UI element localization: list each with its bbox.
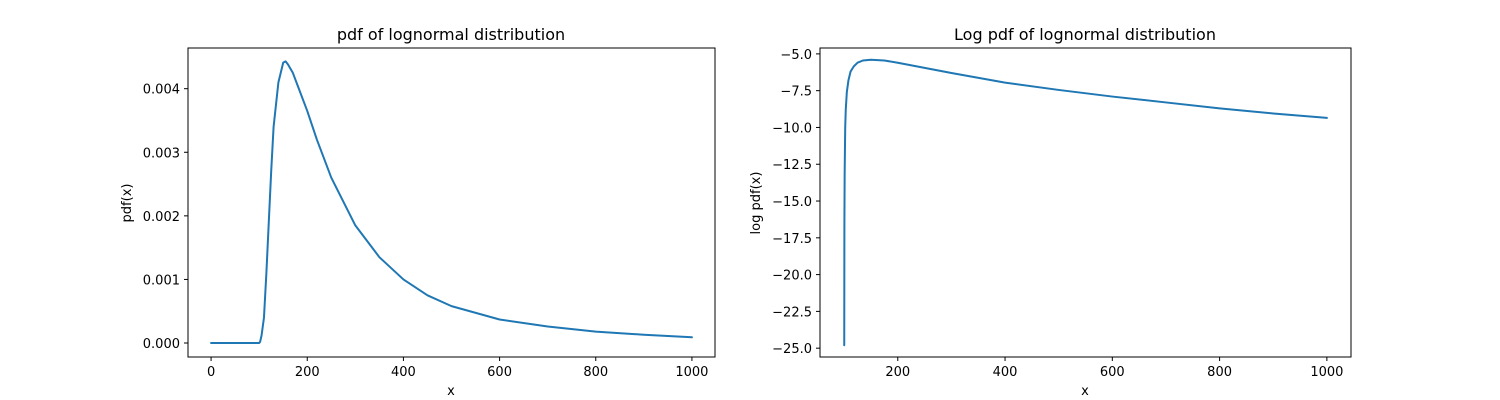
x-axis-label: x	[447, 384, 455, 399]
y-tick-label: −7.5	[780, 85, 812, 100]
y-tick-label: −12.5	[772, 158, 812, 173]
y-tick-label: 0.001	[143, 273, 180, 288]
y-tick-label: −22.5	[772, 305, 812, 320]
chart-title: pdf of lognormal distribution	[337, 25, 565, 44]
plot-frame	[187, 47, 716, 358]
y-tick-label: −10.0	[772, 121, 812, 136]
pdf-chart-panel: pdf of lognormal distribution x pdf(x) 0…	[120, 25, 716, 399]
x-tick-label: 200	[295, 365, 320, 380]
y-tick-label: 0.002	[143, 210, 180, 225]
series-line	[210, 60, 693, 345]
x-tick-label: 600	[487, 365, 512, 380]
x-axis-label: x	[1081, 384, 1089, 399]
x-tick-label: 800	[583, 365, 608, 380]
x-tick-label: 800	[1207, 365, 1232, 380]
y-axis-label: log pdf(x)	[749, 172, 764, 235]
y-tick-label: 0.004	[143, 83, 180, 98]
x-tick-label: 1000	[675, 365, 708, 380]
y-tick-label: −25.0	[772, 342, 812, 357]
plot-frame	[819, 47, 1352, 358]
y-tick-label: −5.0	[780, 48, 812, 63]
x-tick-label: 0	[207, 365, 215, 380]
x-tick-label: 600	[1100, 365, 1125, 380]
y-tick-label: 0.003	[143, 146, 180, 161]
log-pdf-chart-panel: Log pdf of lognormal distribution x log …	[749, 25, 1352, 399]
x-tick-label: 400	[993, 365, 1018, 380]
y-tick-label: −20.0	[772, 269, 812, 284]
y-axis-label: pdf(x)	[120, 184, 135, 223]
y-tick-label: 0.000	[143, 337, 180, 352]
chart-title: Log pdf of lognormal distribution	[954, 25, 1216, 44]
y-tick-label: −15.0	[772, 195, 812, 210]
y-tick-label: −17.5	[772, 232, 812, 247]
x-tick-label: 1000	[1310, 365, 1343, 380]
series-line	[843, 58, 1328, 347]
x-tick-label: 400	[391, 365, 416, 380]
x-tick-label: 200	[885, 365, 910, 380]
